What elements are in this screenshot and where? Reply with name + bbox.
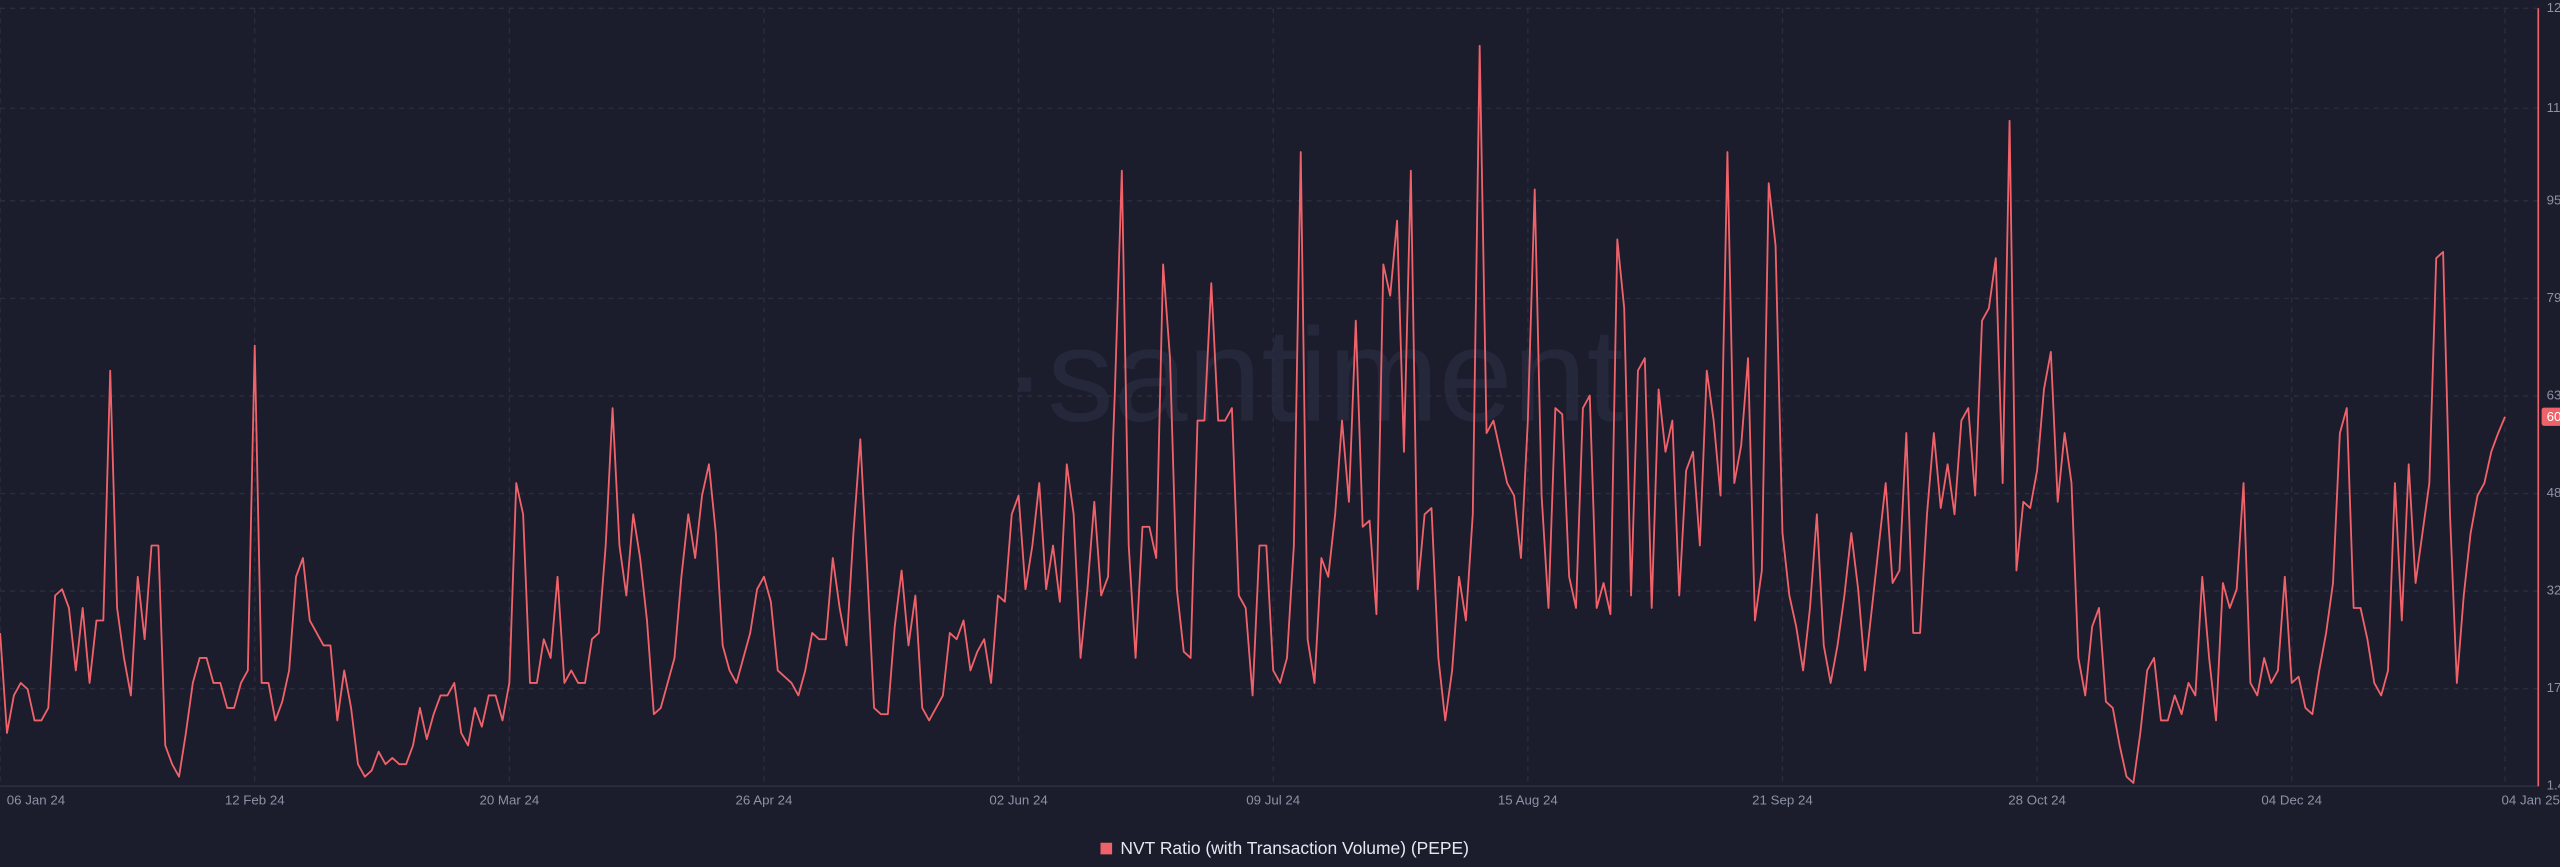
y-tick-label: 63.943 xyxy=(2547,387,2560,402)
y-tick-label: 1.468 xyxy=(2547,778,2560,793)
last-value-label: 60.62 xyxy=(2547,409,2560,424)
legend-label: NVT Ratio (with Transaction Volume) (PEP… xyxy=(1120,838,1469,858)
y-tick-label: 17.087 xyxy=(2547,680,2560,695)
y-tick-label: 95.181 xyxy=(2547,192,2560,207)
series-line xyxy=(0,44,2506,784)
y-tick-label: 32.706 xyxy=(2547,583,2560,598)
x-tick-label: 21 Sep 24 xyxy=(1752,793,1813,808)
x-tick-label: 04 Jan 25 xyxy=(2502,793,2560,808)
x-tick-label: 06 Jan 24 xyxy=(7,793,65,808)
y-tick-label: 48.324 xyxy=(2547,485,2560,500)
legend-swatch xyxy=(1100,842,1113,855)
y-tick-label: 79.562 xyxy=(2547,290,2560,305)
x-tick-label: 15 Aug 24 xyxy=(1498,793,1558,808)
x-tick-label: 04 Dec 24 xyxy=(2261,793,2322,808)
x-tick-label: 26 Apr 24 xyxy=(736,793,793,808)
x-tick-label: 09 Jul 24 xyxy=(1246,793,1300,808)
x-tick-label: 12 Feb 24 xyxy=(225,793,285,808)
last-value-badge xyxy=(2541,407,2560,426)
y-tick-label: 110 xyxy=(2547,100,2560,115)
x-tick-label: 02 Jun 24 xyxy=(989,793,1047,808)
x-tick-label: 20 Mar 24 xyxy=(479,793,539,808)
y-tick-label: 126 xyxy=(2547,0,2560,15)
watermark: ·santiment xyxy=(1003,302,1624,450)
x-tick-label: 28 Oct 24 xyxy=(2008,793,2066,808)
